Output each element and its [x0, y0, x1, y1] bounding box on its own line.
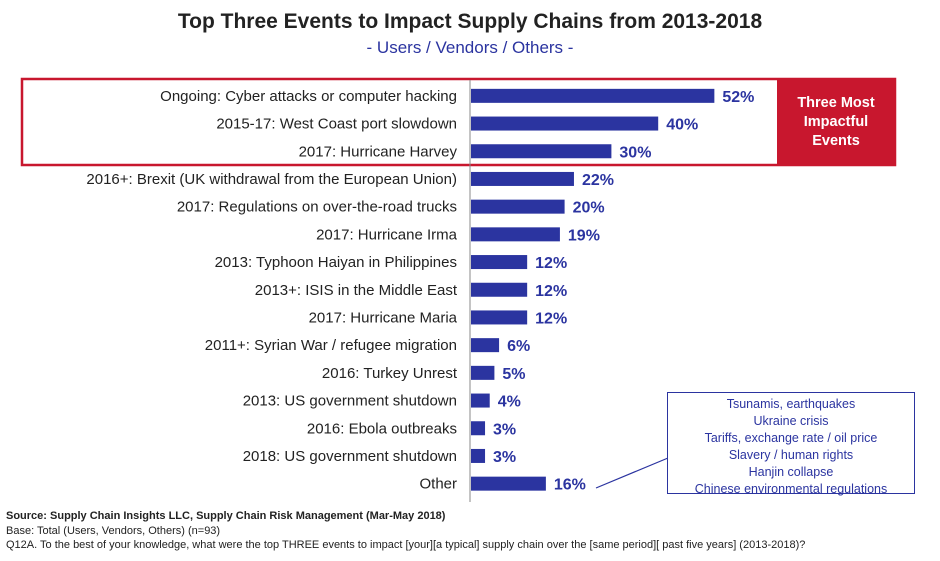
value-label: 22%	[582, 172, 614, 189]
category-label: Ongoing: Cyber attacks or computer hacki…	[160, 88, 457, 105]
value-label: 6%	[507, 338, 530, 355]
category-label: 2017: Hurricane Irma	[316, 226, 458, 243]
other-item: Tariffs, exchange rate / oil price	[704, 431, 878, 445]
bar	[471, 393, 490, 408]
value-label: 3%	[493, 421, 516, 438]
category-label: 2011+: Syrian War / refugee migration	[205, 337, 457, 354]
other-item: Tsunamis, earthquakes	[726, 397, 856, 411]
category-label: 2013+: ISIS in the Middle East	[255, 282, 458, 299]
category-label: 2017: Regulations on over-the-road truck…	[177, 199, 457, 216]
value-label: 3%	[493, 449, 516, 466]
category-label: 2017: Hurricane Maria	[309, 309, 458, 326]
value-label: 20%	[573, 200, 605, 217]
category-label: 2017: Hurricane Harvey	[299, 143, 458, 160]
value-label: 52%	[722, 89, 754, 106]
footer-question: Q12A. To the best of your knowledge, wha…	[6, 539, 806, 551]
category-label: 2015-17: West Coast port slowdown	[216, 116, 457, 133]
value-label: 5%	[502, 366, 525, 383]
value-label: 30%	[619, 144, 651, 161]
category-label: 2016: Ebola outbreaks	[307, 420, 457, 437]
bar	[471, 88, 715, 103]
value-label: 40%	[666, 117, 698, 134]
other-item: Ukraine crisis	[753, 414, 829, 428]
category-label: 2018: US government shutdown	[243, 448, 457, 465]
bar	[471, 421, 486, 436]
bar	[471, 116, 659, 131]
bar	[471, 282, 528, 297]
top-three-callout: Three Most Impactful Events	[777, 79, 895, 165]
other-item: Hanjin collapse	[748, 465, 834, 479]
footer-base: Base: Total (Users, Vendors, Others) (n=…	[6, 525, 221, 537]
category-label: 2016+: Brexit (UK withdrawal from the Eu…	[86, 171, 457, 188]
category-label: 2013: US government shutdown	[243, 393, 457, 410]
value-label: 12%	[535, 310, 567, 327]
value-label: 16%	[554, 477, 586, 494]
category-label: Other	[419, 476, 457, 493]
value-label: 12%	[535, 283, 567, 300]
value-label: 12%	[535, 255, 567, 272]
other-item: Slavery / human rights	[728, 448, 854, 462]
callout-line-2: Impactful	[803, 113, 869, 130]
bar	[471, 365, 495, 380]
category-label: 2013: Typhoon Haiyan in Philippines	[215, 254, 457, 271]
callout-line-1: Three Most	[797, 94, 875, 111]
chart-title: Top Three Events to Impact Supply Chains…	[177, 10, 763, 33]
footer-source: Source: Supply Chain Insights LLC, Suppl…	[6, 510, 446, 522]
value-label: 4%	[498, 394, 521, 411]
bar	[471, 199, 565, 214]
bar	[471, 144, 612, 159]
bar	[471, 255, 528, 270]
category-label: 2016: Turkey Unrest	[322, 365, 458, 382]
bar	[471, 227, 560, 242]
value-label: 19%	[568, 227, 600, 244]
bar	[471, 338, 500, 353]
bar	[471, 310, 528, 325]
bar	[471, 171, 574, 186]
other-events-callout: Tsunamis, earthquakes Ukraine crisis Tar…	[667, 392, 915, 496]
chart-subtitle: - Users / Vendors / Others -	[366, 38, 574, 57]
highlight-frame	[20, 77, 897, 167]
bar	[471, 476, 546, 491]
callout-pointer	[595, 457, 669, 489]
other-item: Chinese environmental regulations	[694, 482, 888, 496]
callout-line-3: Events	[812, 132, 860, 149]
bar	[471, 448, 486, 463]
